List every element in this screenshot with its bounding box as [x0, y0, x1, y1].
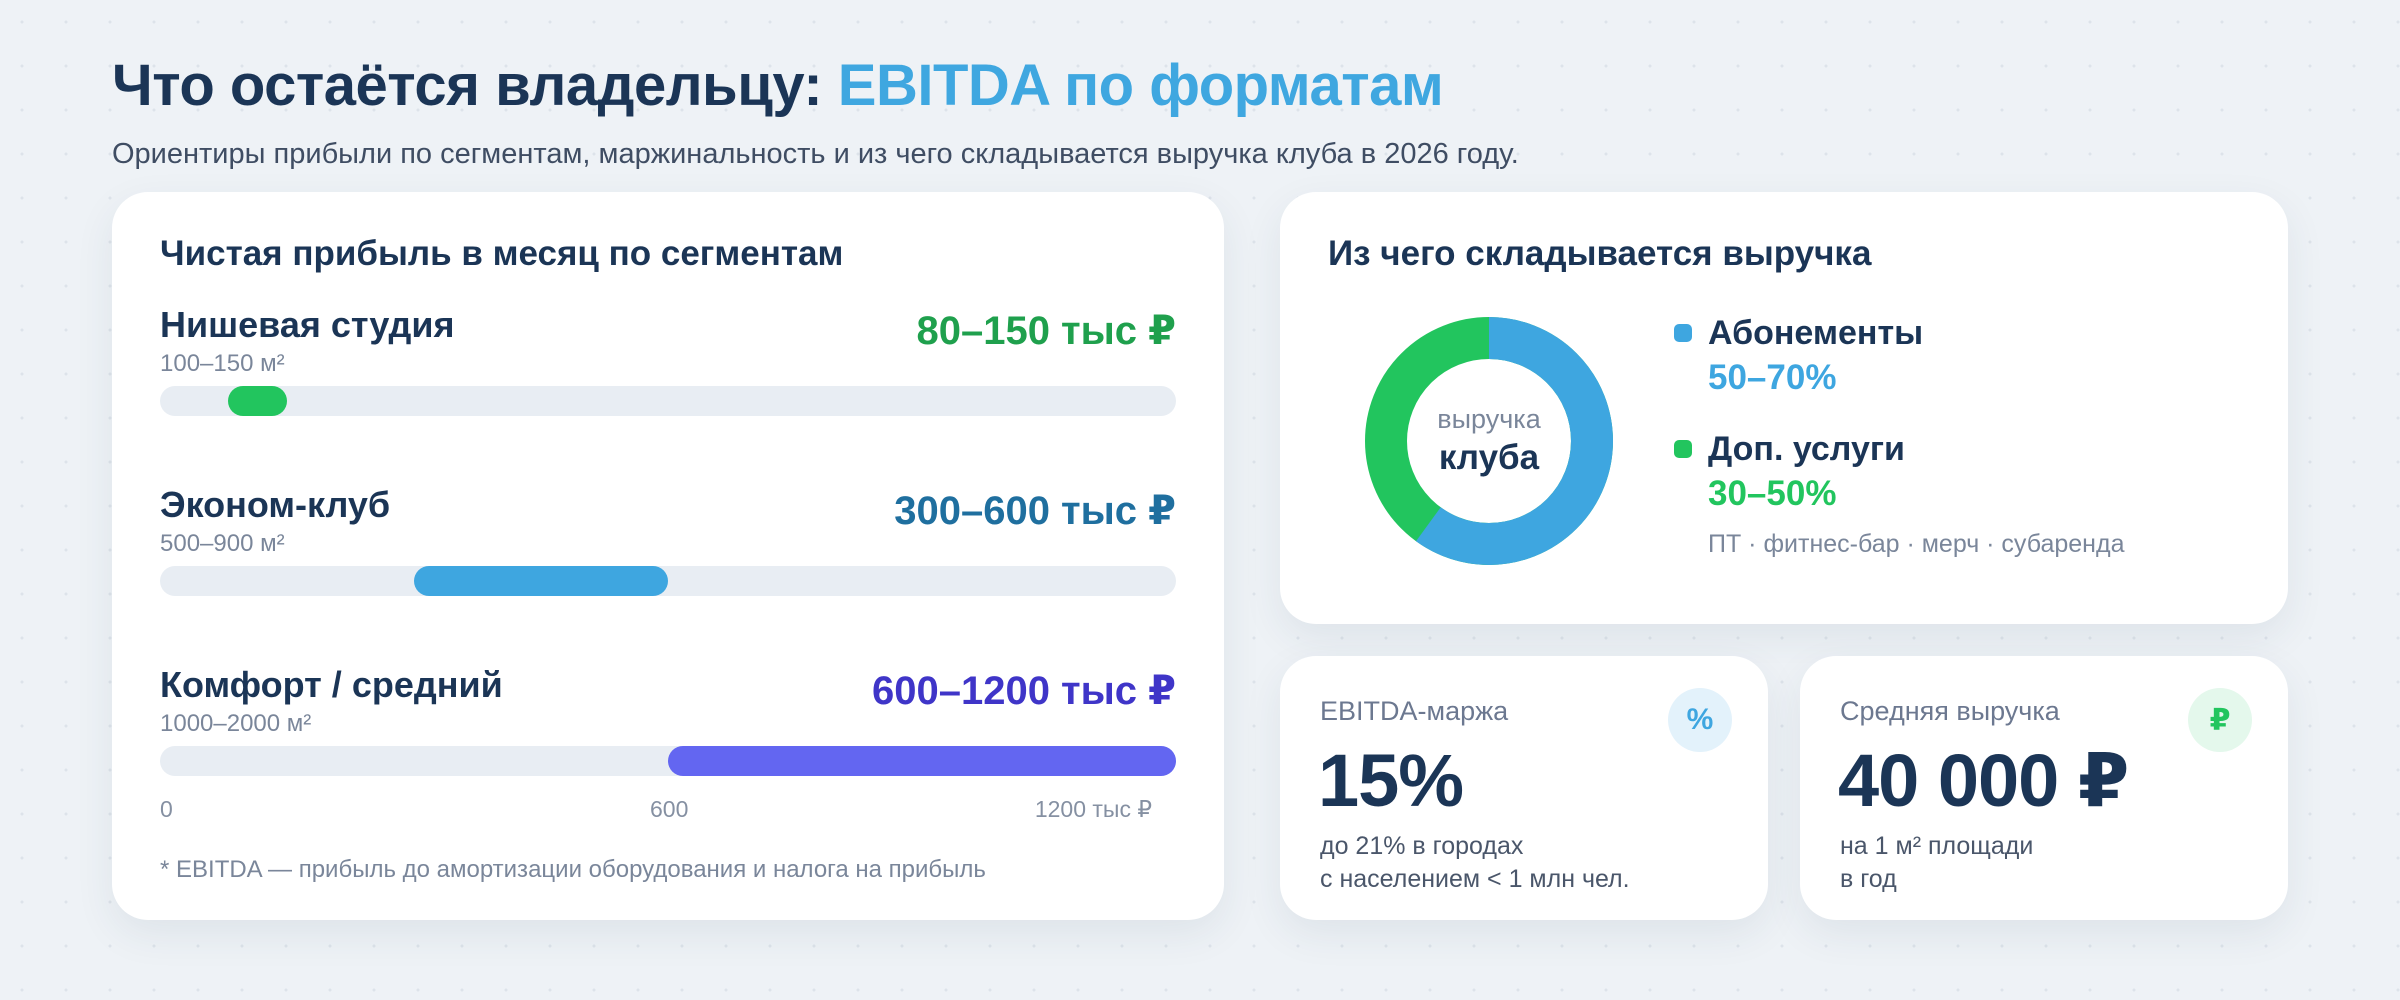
revenue-composition-card: Из чего складывается выручка выручка клу… — [1280, 192, 2288, 624]
ebitda-margin-note-line1: до 21% в городах — [1320, 832, 1524, 860]
ebitda-margin-label: EBITDA-маржа — [1320, 696, 1509, 726]
segment-economy-club: Эконом-клуб 500–900 м² 300–600 тыс ₽ — [160, 484, 1176, 604]
segment-range-track — [160, 386, 1176, 416]
percent-icon: % — [1668, 688, 1732, 752]
segment-profit-value: 600–1200 тыс ₽ — [871, 669, 1176, 713]
donut-center-label: выручка клуба — [1364, 316, 1614, 566]
revenue-donut: выручка клуба — [1364, 316, 1614, 566]
profit-by-segment-card: Чистая прибыль в месяц по сегментам Нише… — [112, 192, 1224, 920]
segment-name: Комфорт / средний — [160, 664, 503, 705]
segment-name: Эконом-клуб — [160, 484, 391, 525]
avg-revenue-value: 40 000 ₽ — [1838, 739, 2129, 822]
segment-profit-value: 300–600 тыс ₽ — [894, 489, 1176, 533]
ebitda-footnote: * EBITDA — прибыль до амортизации оборуд… — [160, 856, 986, 883]
segment-niche-studio: Нишевая студия 100–150 м² 80–150 тыс ₽ — [160, 304, 1176, 424]
ebitda-margin-note-line2: с населением < 1 млн чел. — [1320, 865, 1630, 893]
segment-profit-value: 80–150 тыс ₽ — [916, 309, 1176, 353]
segment-range-bar — [414, 566, 668, 596]
segment-area: 1000–2000 м² — [160, 710, 312, 737]
legend-name-subscriptions: Абонементы — [1708, 314, 1924, 352]
segment-area: 500–900 м² — [160, 530, 285, 557]
avg-revenue-note: на 1 м² площади в год — [1840, 830, 2033, 896]
axis-tick-min: 0 — [160, 796, 173, 822]
page-title-main: Что остаётся владельцу: — [112, 53, 823, 118]
axis-tick-mid: 600 — [650, 796, 689, 822]
segment-area: 100–150 м² — [160, 350, 285, 377]
axis-tick-max: 1200 тыс ₽ — [1034, 796, 1152, 822]
ebitda-margin-value: 15% — [1318, 739, 1464, 822]
donut-label-large: клуба — [1438, 438, 1540, 477]
legend-value-extra-services: 30–50% — [1708, 474, 1837, 513]
donut-label-small: выручка — [1437, 404, 1541, 434]
ruble-icon: ₽ — [2188, 688, 2252, 752]
legend-name-extra-services: Доп. услуги — [1708, 430, 1905, 468]
avg-revenue-note-line1: на 1 м² площади — [1840, 832, 2034, 860]
profit-card-title: Чистая прибыль в месяц по сегментам — [160, 234, 844, 273]
segment-range-bar — [668, 746, 1176, 776]
page-title: Что остаётся владельцу: EBITDA по формат… — [112, 52, 1444, 119]
page-title-accent: EBITDA по форматам — [837, 53, 1444, 118]
legend-dot-subscriptions — [1674, 324, 1692, 342]
page-subtitle: Ориентиры прибыли по сегментам, маржинал… — [112, 138, 1519, 170]
segment-comfort-mid: Комфорт / средний 1000–2000 м² 600–1200 … — [160, 664, 1176, 784]
legend-dot-extra-services — [1674, 440, 1692, 458]
revenue-card-title: Из чего складывается выручка — [1328, 234, 1872, 273]
donut-segment-subscriptions — [1365, 317, 1613, 565]
legend-value-subscriptions: 50–70% — [1708, 358, 1837, 397]
legend-extra-services-details: ПТ · фитнес-бар · мерч · субаренда — [1708, 530, 2125, 558]
avg-revenue-label: Средняя выручка — [1840, 696, 2060, 726]
segment-name: Нишевая студия — [160, 304, 455, 345]
segment-range-bar — [227, 386, 287, 416]
ebitda-margin-card: EBITDA-маржа % 15% до 21% в городах с на… — [1280, 656, 1768, 920]
avg-revenue-note-line2: в год — [1840, 865, 1897, 893]
avg-revenue-card: Средняя выручка ₽ 40 000 ₽ на 1 м² площа… — [1800, 656, 2288, 920]
revenue-donut-svg — [1365, 317, 1613, 565]
ebitda-margin-note: до 21% в городах с населением < 1 млн че… — [1320, 830, 1630, 896]
segment-range-track — [160, 566, 1176, 596]
segment-range-track — [160, 746, 1176, 776]
